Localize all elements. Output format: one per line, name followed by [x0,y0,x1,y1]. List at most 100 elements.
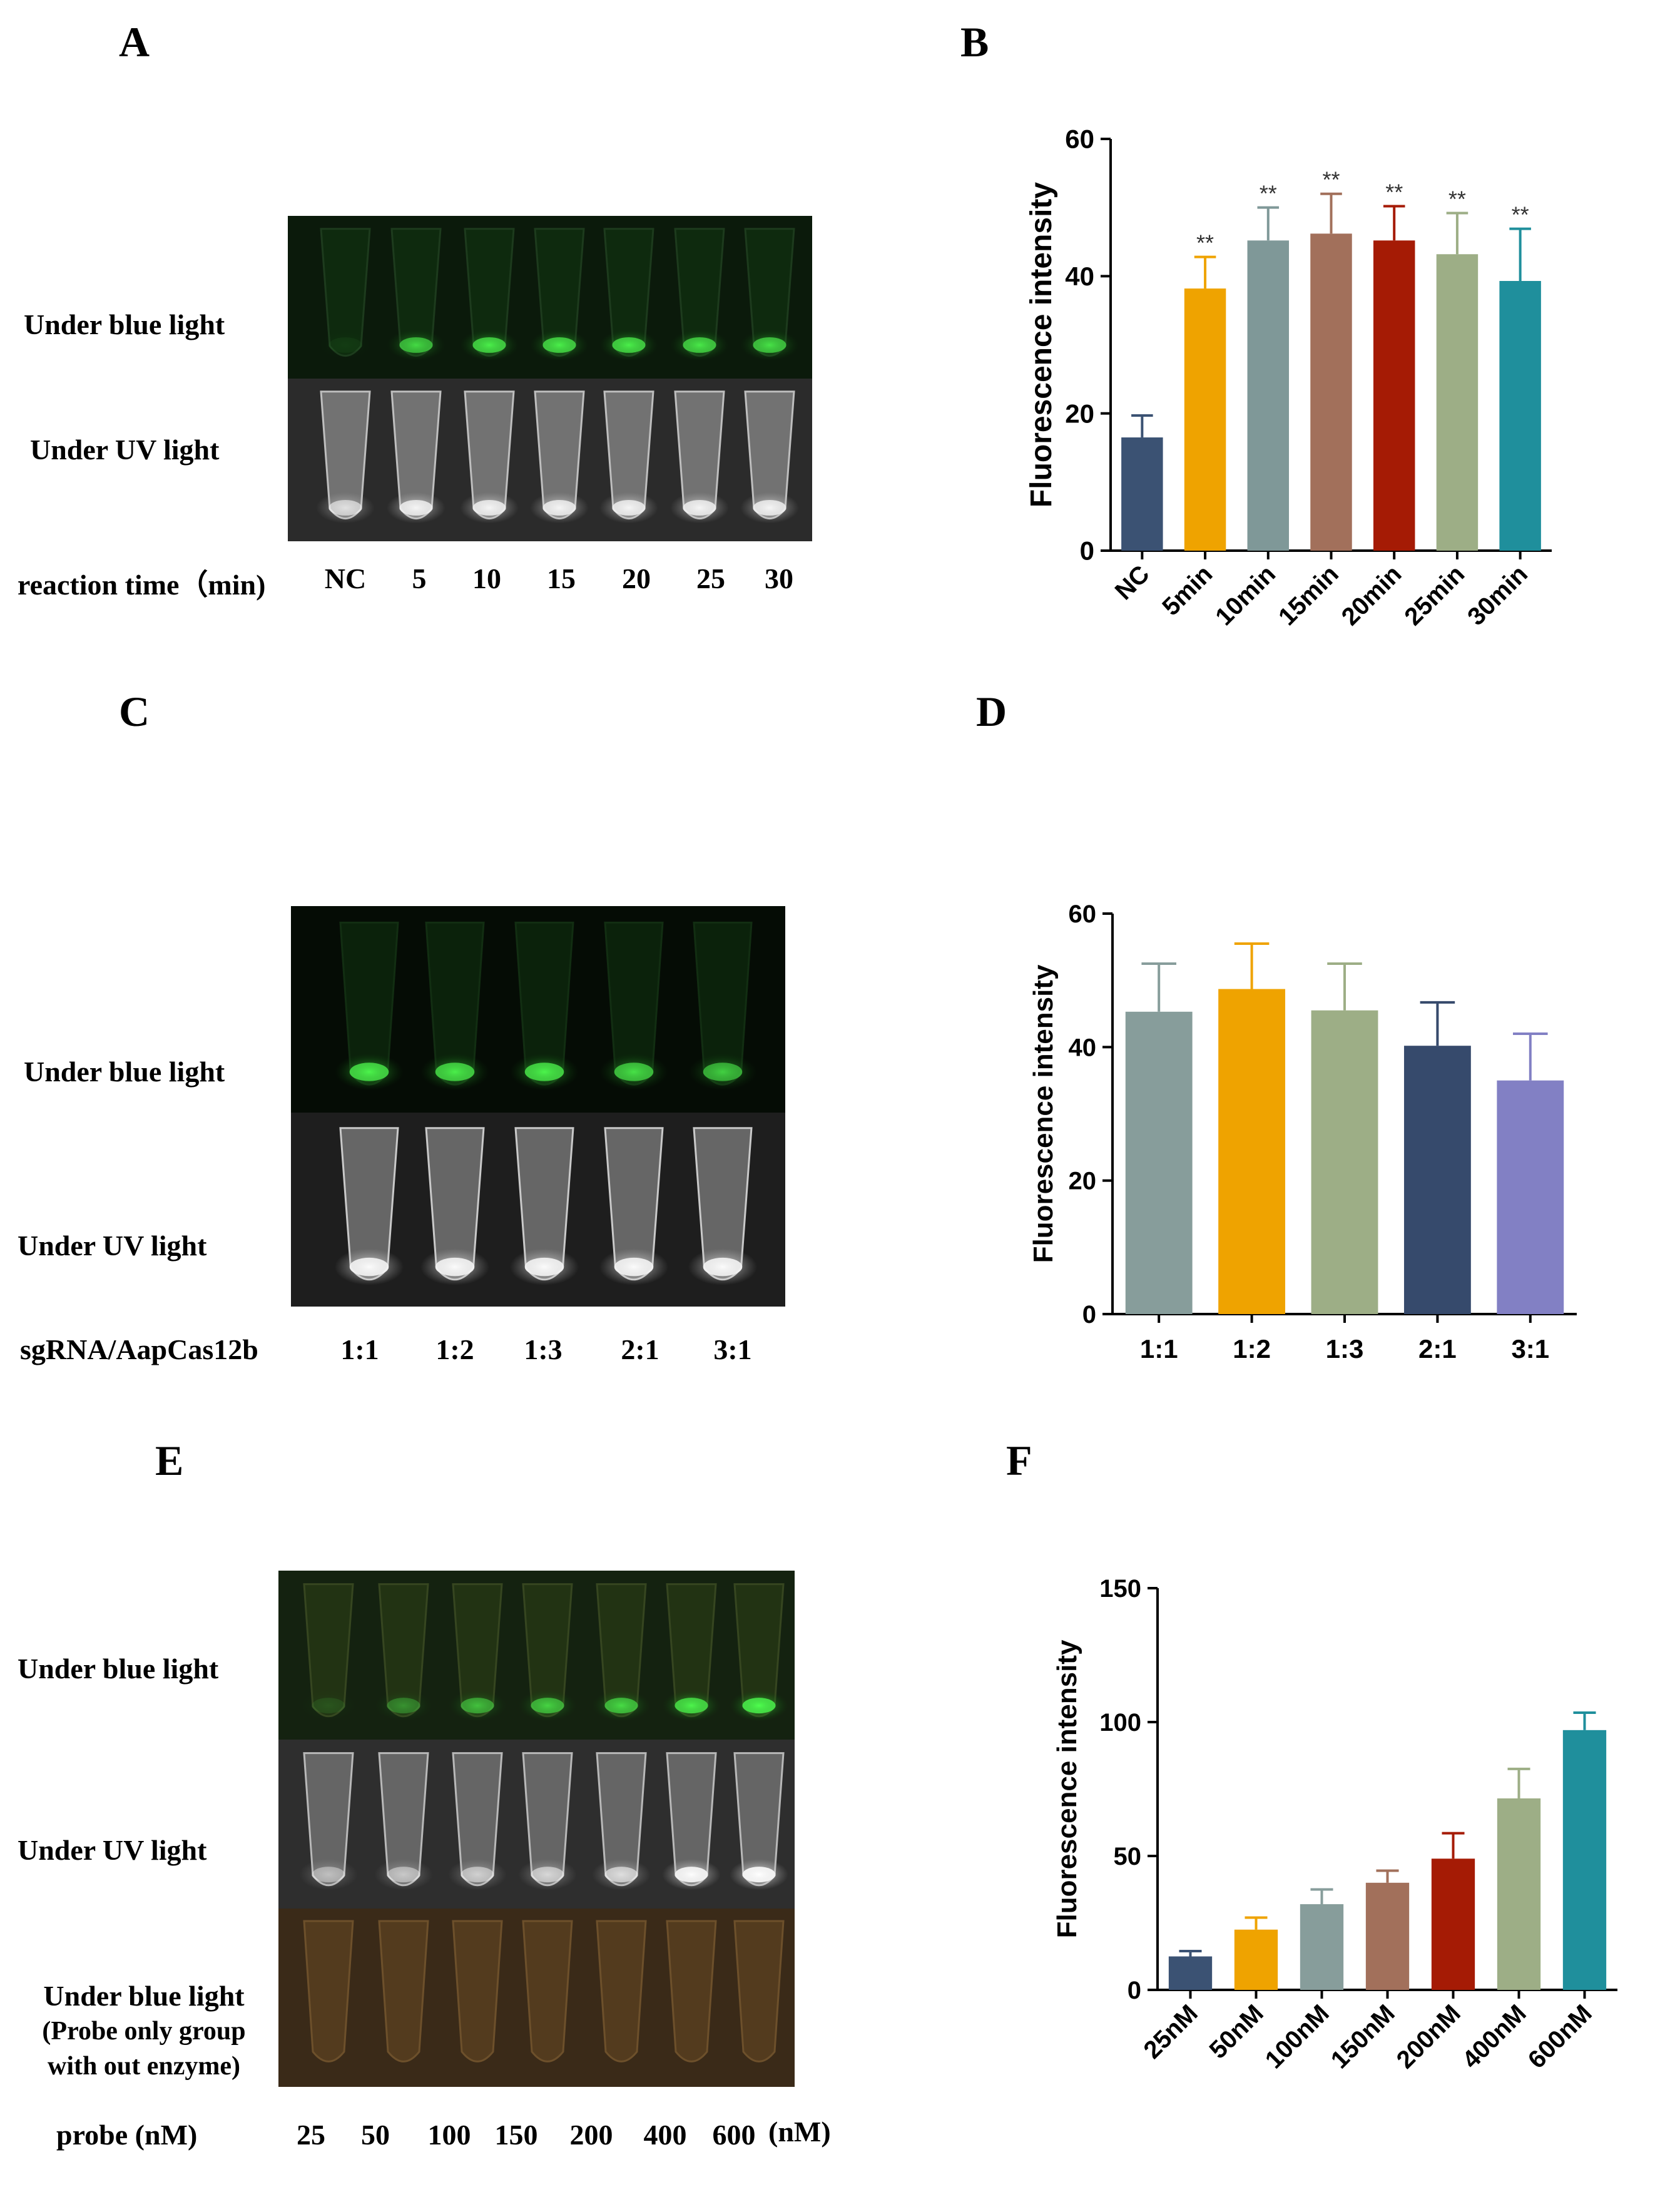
y-tick-label: 60 [1065,125,1094,154]
bar [1218,989,1286,1314]
panel-e-row-blue-label: Under blue light [18,1653,219,1685]
x-tick-label: 5min [1157,560,1218,621]
tube-halo [387,492,445,524]
tube-halo [530,329,589,361]
significance-label: ** [1260,181,1277,206]
panel-letter-b: B [960,18,989,66]
panel-e-lane-label: 100 [427,2119,471,2151]
panel-a-gel-photo [288,216,812,541]
panel-a-lane-label: NC [324,563,367,594]
y-tick-label: 20 [1069,1168,1097,1195]
panel-letter-d: D [976,688,1007,735]
panel-a-x-caption: reaction time（min) [18,569,266,601]
y-tick-label: 0 [1080,536,1094,566]
significance-label: ** [1322,167,1340,193]
panel-e-row-probe-line1: Under blue light [43,1980,245,2012]
x-tick-label: 1:3 [1326,1334,1364,1364]
panel-e-row-probe-label: Under blue light (Probe only group with … [19,1979,269,2084]
tube-halo [448,1690,507,1721]
y-axis-title: Fluorescence intensity [1028,964,1059,1263]
panel-e-lane-label: 50 [361,2119,390,2151]
bar [1403,1046,1471,1314]
panel-a-lane-label: 10 [472,563,501,594]
tube-halo [299,1690,358,1721]
panel-c-lane-label: 2:1 [621,1333,659,1365]
tube-halo [316,329,375,361]
panel-a-gel-svg [288,216,812,541]
tube-halo [316,492,375,524]
panel-letter-a: A [119,18,150,66]
x-tick-label: 1:1 [1140,1334,1178,1364]
bar [1121,437,1163,551]
x-tick-label: 3:1 [1511,1334,1549,1364]
tube-halo [730,1858,788,1890]
panel-letter-f: F [1006,1437,1032,1484]
bar [1562,1730,1607,1990]
bar [1497,1080,1564,1314]
tube-halo [740,329,799,361]
tube-halo [518,1690,577,1721]
bar [1300,1904,1344,1990]
panel-e-gel-svg [278,1571,795,2087]
tube [666,1920,717,2062]
tube-halo [662,1690,721,1721]
tube-halo [387,329,445,361]
x-tick-label: 25min [1399,560,1470,631]
tube-halo [530,492,589,524]
panel-e-lane-label: 25 [297,2119,325,2151]
y-axis-title: Fluorescence intensity [1025,182,1058,507]
panel-c-lane-label: 1:1 [340,1333,379,1365]
x-tick-label: 30min [1462,560,1533,631]
panel-e-lane-label: 400 [643,2119,687,2151]
tube-halo [334,1053,404,1091]
panel-a-lane-label: 30 [765,563,793,594]
x-tick-label: NC [1110,560,1155,605]
y-tick-label: 100 [1099,1709,1141,1736]
y-tick-label: 50 [1114,1843,1142,1870]
tube-halo [662,1858,721,1890]
tube-halo [599,1053,669,1091]
panel-a-row-uv-label: Under UV light [30,434,220,466]
tube-halo [592,1858,651,1890]
panel-c-row-blue-label: Under blue light [24,1056,225,1088]
y-tick-label: 150 [1099,1575,1141,1603]
tube-halo [374,1690,433,1721]
tube-halo [670,492,729,524]
chart-d: Fluorescence intensity 0 20 40 60 1:1 1:2 1:3 2:… [1028,900,1577,1364]
tube [733,1920,785,2062]
panel-a-lane-label: 15 [547,563,576,594]
bar [1431,1858,1475,1990]
bar [1125,1011,1193,1314]
panel-c-gel-svg [291,906,785,1307]
y-tick-label: 60 [1069,900,1097,928]
x-tick-label: 20min [1336,560,1407,631]
tube-halo [688,1248,758,1285]
tube-halo [509,1248,579,1285]
tube-halo [420,1053,490,1091]
x-tick-label: 15min [1273,560,1344,631]
panel-c-lane-label: 3:1 [713,1333,752,1365]
y-tick-label: 0 [1128,1977,1141,2004]
tube [303,1920,354,2062]
tube-halo [518,1858,577,1890]
y-tick-label: 20 [1065,399,1094,428]
bar [1234,1929,1278,1990]
tube-halo [420,1248,490,1285]
tube [378,1920,429,2062]
y-tick-label: 0 [1082,1301,1096,1328]
panel-e-lane-label: 200 [569,2119,613,2151]
panel-e-gel-photo [278,1571,795,2087]
panel-e-lane-label: 600 [712,2119,756,2151]
x-tick-label: 200nM [1392,1999,1466,2074]
x-tick-label: 150nM [1326,1999,1400,2074]
x-tick-label: 1:2 [1233,1334,1271,1364]
tube-halo [299,1858,358,1890]
bar [1436,254,1479,551]
panel-a-row-blue-label: Under blue light [24,308,225,340]
significance-label: ** [1196,230,1214,256]
panel-letter-e: E [155,1437,184,1484]
tube [522,1920,573,2062]
panel-a-lane-label: 5 [412,563,427,594]
panel-c-row-uv-label: Under UV light [18,1230,207,1262]
tube [452,1920,503,2062]
